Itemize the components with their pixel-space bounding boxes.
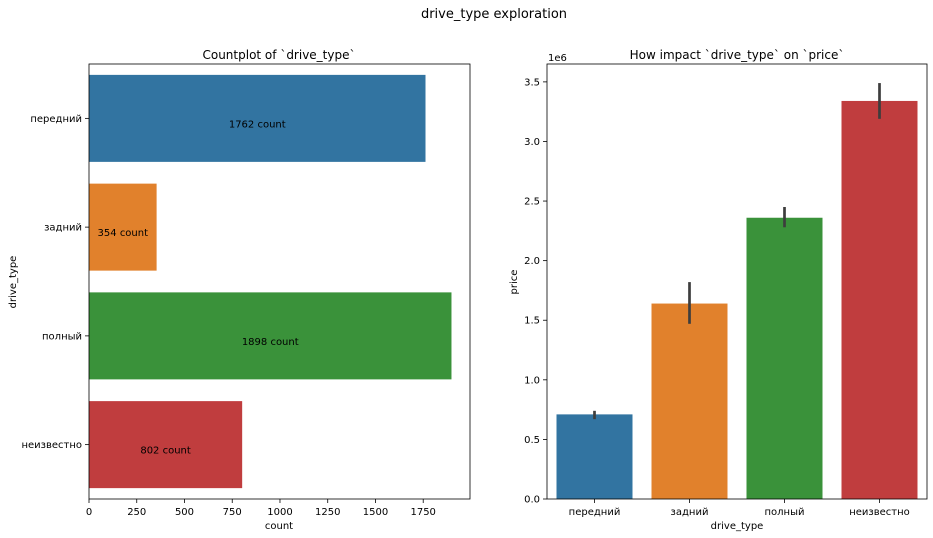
price-error-bars (593, 83, 881, 420)
countplot-bar-labels: 1762 count 354 count 1898 count 802 count (98, 119, 299, 456)
countplot-y-tick-label: передний (30, 114, 82, 125)
countplot-bar (89, 183, 157, 271)
price-bar (746, 217, 823, 499)
countplot-bar (89, 401, 243, 489)
countplot-bar-label: 802 count (140, 446, 191, 457)
price-x-tick-label: задний (671, 507, 709, 518)
price-bar (556, 414, 633, 499)
countplot-bar (89, 74, 426, 162)
countplot-title: Countplot of `drive_type` (202, 48, 355, 62)
countplot-x-tick-label: 0 (86, 507, 92, 518)
countplot-x-tick-label: 1500 (363, 507, 388, 518)
price-chart-title: How impact `drive_type` on `price` (630, 48, 845, 62)
price-bar (841, 100, 918, 500)
price-y-axis-label: price (509, 270, 520, 295)
figure-suptitle: drive_type exploration (421, 7, 567, 22)
countplot-bar-label: 354 count (98, 228, 149, 239)
countplot-x-tick-label: 250 (127, 507, 146, 518)
countplot-x-tick-label: 1250 (315, 507, 340, 518)
price-x-tick-label: передний (569, 507, 621, 518)
countplot-x-tick-label: 1000 (267, 507, 292, 518)
countplot-y-tick-label: полный (42, 331, 82, 342)
countplot-x-tick-label: 750 (223, 507, 242, 518)
price-y-tick-label: 3.5 (524, 77, 540, 88)
price-y-tick-label: 0.5 (524, 435, 540, 446)
price-y-tick-label: 1.0 (524, 375, 540, 386)
price-y-tick-label: 1.5 (524, 316, 540, 327)
price-chart: How impact `drive_type` on `price` 0.00.… (509, 48, 928, 532)
price-axes-frame (546, 63, 928, 500)
countplot-axes-frame (88, 63, 471, 500)
countplot-x-tick-label: 500 (175, 507, 194, 518)
price-x-tick-label: неизвестно (849, 507, 910, 518)
price-x-ticks: передний задний полный неизвестно (569, 499, 910, 518)
countplot-y-ticks: передний задний полный неизвестно (21, 114, 89, 451)
price-bar (651, 303, 728, 499)
price-y-ticks: 0.0 0.5 1.0 1.5 2.0 2.5 3.0 3.5 (524, 77, 547, 506)
countplot-bar-label: 1898 count (242, 337, 299, 348)
countplot-x-ticks: 0 250 500 750 1000 1250 1500 1750 (86, 499, 436, 518)
price-y-tick-label: 3.0 (524, 137, 540, 148)
price-x-tick-label: полный (765, 507, 805, 518)
countplot-y-axis-label: drive_type (8, 256, 19, 309)
price-bars (556, 100, 918, 500)
price-y-offset-label: 1e6 (548, 53, 567, 64)
countplot-bar (89, 292, 452, 380)
countplot-chart: Countplot of `drive_type` 1762 count 354 … (8, 48, 471, 532)
countplot-x-axis-label: count (265, 521, 293, 532)
price-y-tick-label: 2.0 (524, 256, 540, 267)
price-x-axis-label: drive_type (711, 521, 764, 532)
countplot-y-tick-label: неизвестно (21, 440, 82, 451)
countplot-y-tick-label: задний (44, 223, 82, 234)
countplot-x-tick-label: 1750 (410, 507, 435, 518)
price-y-tick-label: 0.0 (524, 495, 540, 506)
countplot-bars (89, 74, 452, 489)
countplot-bar-label: 1762 count (229, 119, 286, 130)
price-y-tick-label: 2.5 (524, 197, 540, 208)
